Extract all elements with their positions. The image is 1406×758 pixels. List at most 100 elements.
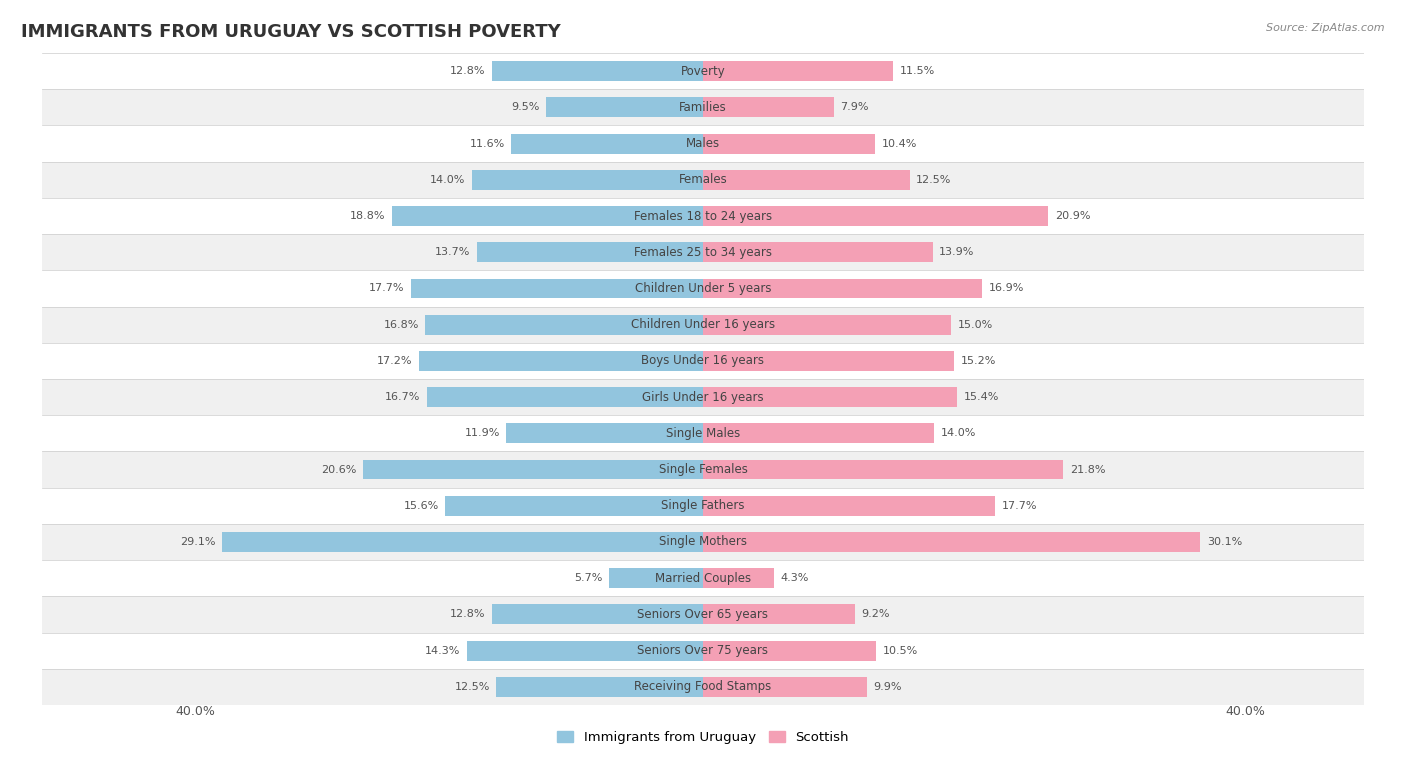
Bar <box>426 315 703 334</box>
Bar <box>42 379 1364 415</box>
Text: 17.7%: 17.7% <box>368 283 404 293</box>
Bar <box>42 89 1364 126</box>
Bar <box>42 632 1364 669</box>
Bar <box>42 560 1364 597</box>
Bar <box>42 306 1364 343</box>
Text: Single Fathers: Single Fathers <box>661 500 745 512</box>
Text: Females: Females <box>679 174 727 186</box>
Bar <box>42 271 1364 306</box>
Bar <box>42 343 1364 379</box>
Text: 20.6%: 20.6% <box>321 465 356 475</box>
Bar <box>703 206 1049 226</box>
Bar <box>42 487 1364 524</box>
Bar <box>363 459 703 480</box>
Text: 12.8%: 12.8% <box>450 66 485 76</box>
Bar <box>42 234 1364 271</box>
Text: 5.7%: 5.7% <box>574 573 602 583</box>
Text: 14.3%: 14.3% <box>425 646 460 656</box>
Text: 15.2%: 15.2% <box>960 356 995 366</box>
Text: 12.8%: 12.8% <box>450 609 485 619</box>
Text: 10.5%: 10.5% <box>883 646 918 656</box>
Text: Males: Males <box>686 137 720 150</box>
Text: 9.5%: 9.5% <box>510 102 540 112</box>
Text: Females 25 to 34 years: Females 25 to 34 years <box>634 246 772 258</box>
Bar <box>703 133 875 154</box>
Bar <box>492 61 703 81</box>
Text: 9.9%: 9.9% <box>873 682 901 692</box>
Text: 16.9%: 16.9% <box>988 283 1024 293</box>
Bar <box>703 677 866 697</box>
Text: Seniors Over 75 years: Seniors Over 75 years <box>637 644 769 657</box>
Text: Married Couples: Married Couples <box>655 572 751 584</box>
Text: 13.9%: 13.9% <box>939 247 974 257</box>
Bar <box>703 424 934 443</box>
Bar <box>42 161 1364 198</box>
Text: 16.8%: 16.8% <box>384 320 419 330</box>
Text: Receiving Food Stamps: Receiving Food Stamps <box>634 681 772 694</box>
Bar <box>467 641 703 660</box>
Text: Single Males: Single Males <box>666 427 740 440</box>
Text: Children Under 16 years: Children Under 16 years <box>631 318 775 331</box>
Text: Poverty: Poverty <box>681 64 725 77</box>
Text: 29.1%: 29.1% <box>180 537 215 547</box>
Bar <box>42 415 1364 452</box>
Text: 9.2%: 9.2% <box>862 609 890 619</box>
Text: Single Mothers: Single Mothers <box>659 535 747 549</box>
Text: 16.7%: 16.7% <box>385 392 420 402</box>
Text: 21.8%: 21.8% <box>1070 465 1105 475</box>
Text: Seniors Over 65 years: Seniors Over 65 years <box>637 608 769 621</box>
Bar <box>703 568 775 588</box>
Bar <box>42 198 1364 234</box>
Text: 11.6%: 11.6% <box>470 139 505 149</box>
Bar <box>446 496 703 515</box>
Bar <box>703 351 955 371</box>
Bar <box>506 424 703 443</box>
Bar <box>703 604 855 625</box>
Bar <box>471 170 703 190</box>
Text: Source: ZipAtlas.com: Source: ZipAtlas.com <box>1267 23 1385 33</box>
Text: Boys Under 16 years: Boys Under 16 years <box>641 355 765 368</box>
Bar <box>222 532 703 552</box>
Text: Girls Under 16 years: Girls Under 16 years <box>643 390 763 403</box>
Text: 12.5%: 12.5% <box>454 682 489 692</box>
Bar <box>703 98 834 117</box>
Text: Families: Families <box>679 101 727 114</box>
Text: 12.5%: 12.5% <box>917 175 952 185</box>
Bar <box>392 206 703 226</box>
Bar <box>703 243 932 262</box>
Text: Single Females: Single Females <box>658 463 748 476</box>
Bar <box>703 496 995 515</box>
Bar <box>42 53 1364 89</box>
Text: 11.5%: 11.5% <box>900 66 935 76</box>
Text: 18.8%: 18.8% <box>350 211 385 221</box>
Bar <box>427 387 703 407</box>
Text: 7.9%: 7.9% <box>841 102 869 112</box>
Text: Children Under 5 years: Children Under 5 years <box>634 282 772 295</box>
Bar <box>42 524 1364 560</box>
Bar <box>609 568 703 588</box>
Bar <box>703 315 950 334</box>
Text: 10.4%: 10.4% <box>882 139 917 149</box>
Bar <box>492 604 703 625</box>
Bar <box>703 278 983 299</box>
Text: 17.2%: 17.2% <box>377 356 412 366</box>
Bar <box>703 61 893 81</box>
Bar <box>42 597 1364 632</box>
Bar <box>42 126 1364 161</box>
Text: 15.6%: 15.6% <box>404 501 439 511</box>
Text: 15.0%: 15.0% <box>957 320 993 330</box>
Text: 20.9%: 20.9% <box>1054 211 1091 221</box>
Bar <box>42 452 1364 487</box>
Text: 40.0%: 40.0% <box>1226 705 1265 718</box>
Text: 4.3%: 4.3% <box>780 573 808 583</box>
Bar <box>477 243 703 262</box>
Bar <box>546 98 703 117</box>
Bar <box>419 351 703 371</box>
Text: 17.7%: 17.7% <box>1002 501 1038 511</box>
Bar <box>42 669 1364 705</box>
Bar <box>703 641 876 660</box>
Text: 14.0%: 14.0% <box>430 175 465 185</box>
Bar <box>703 532 1201 552</box>
Bar <box>703 459 1063 480</box>
Bar <box>411 278 703 299</box>
